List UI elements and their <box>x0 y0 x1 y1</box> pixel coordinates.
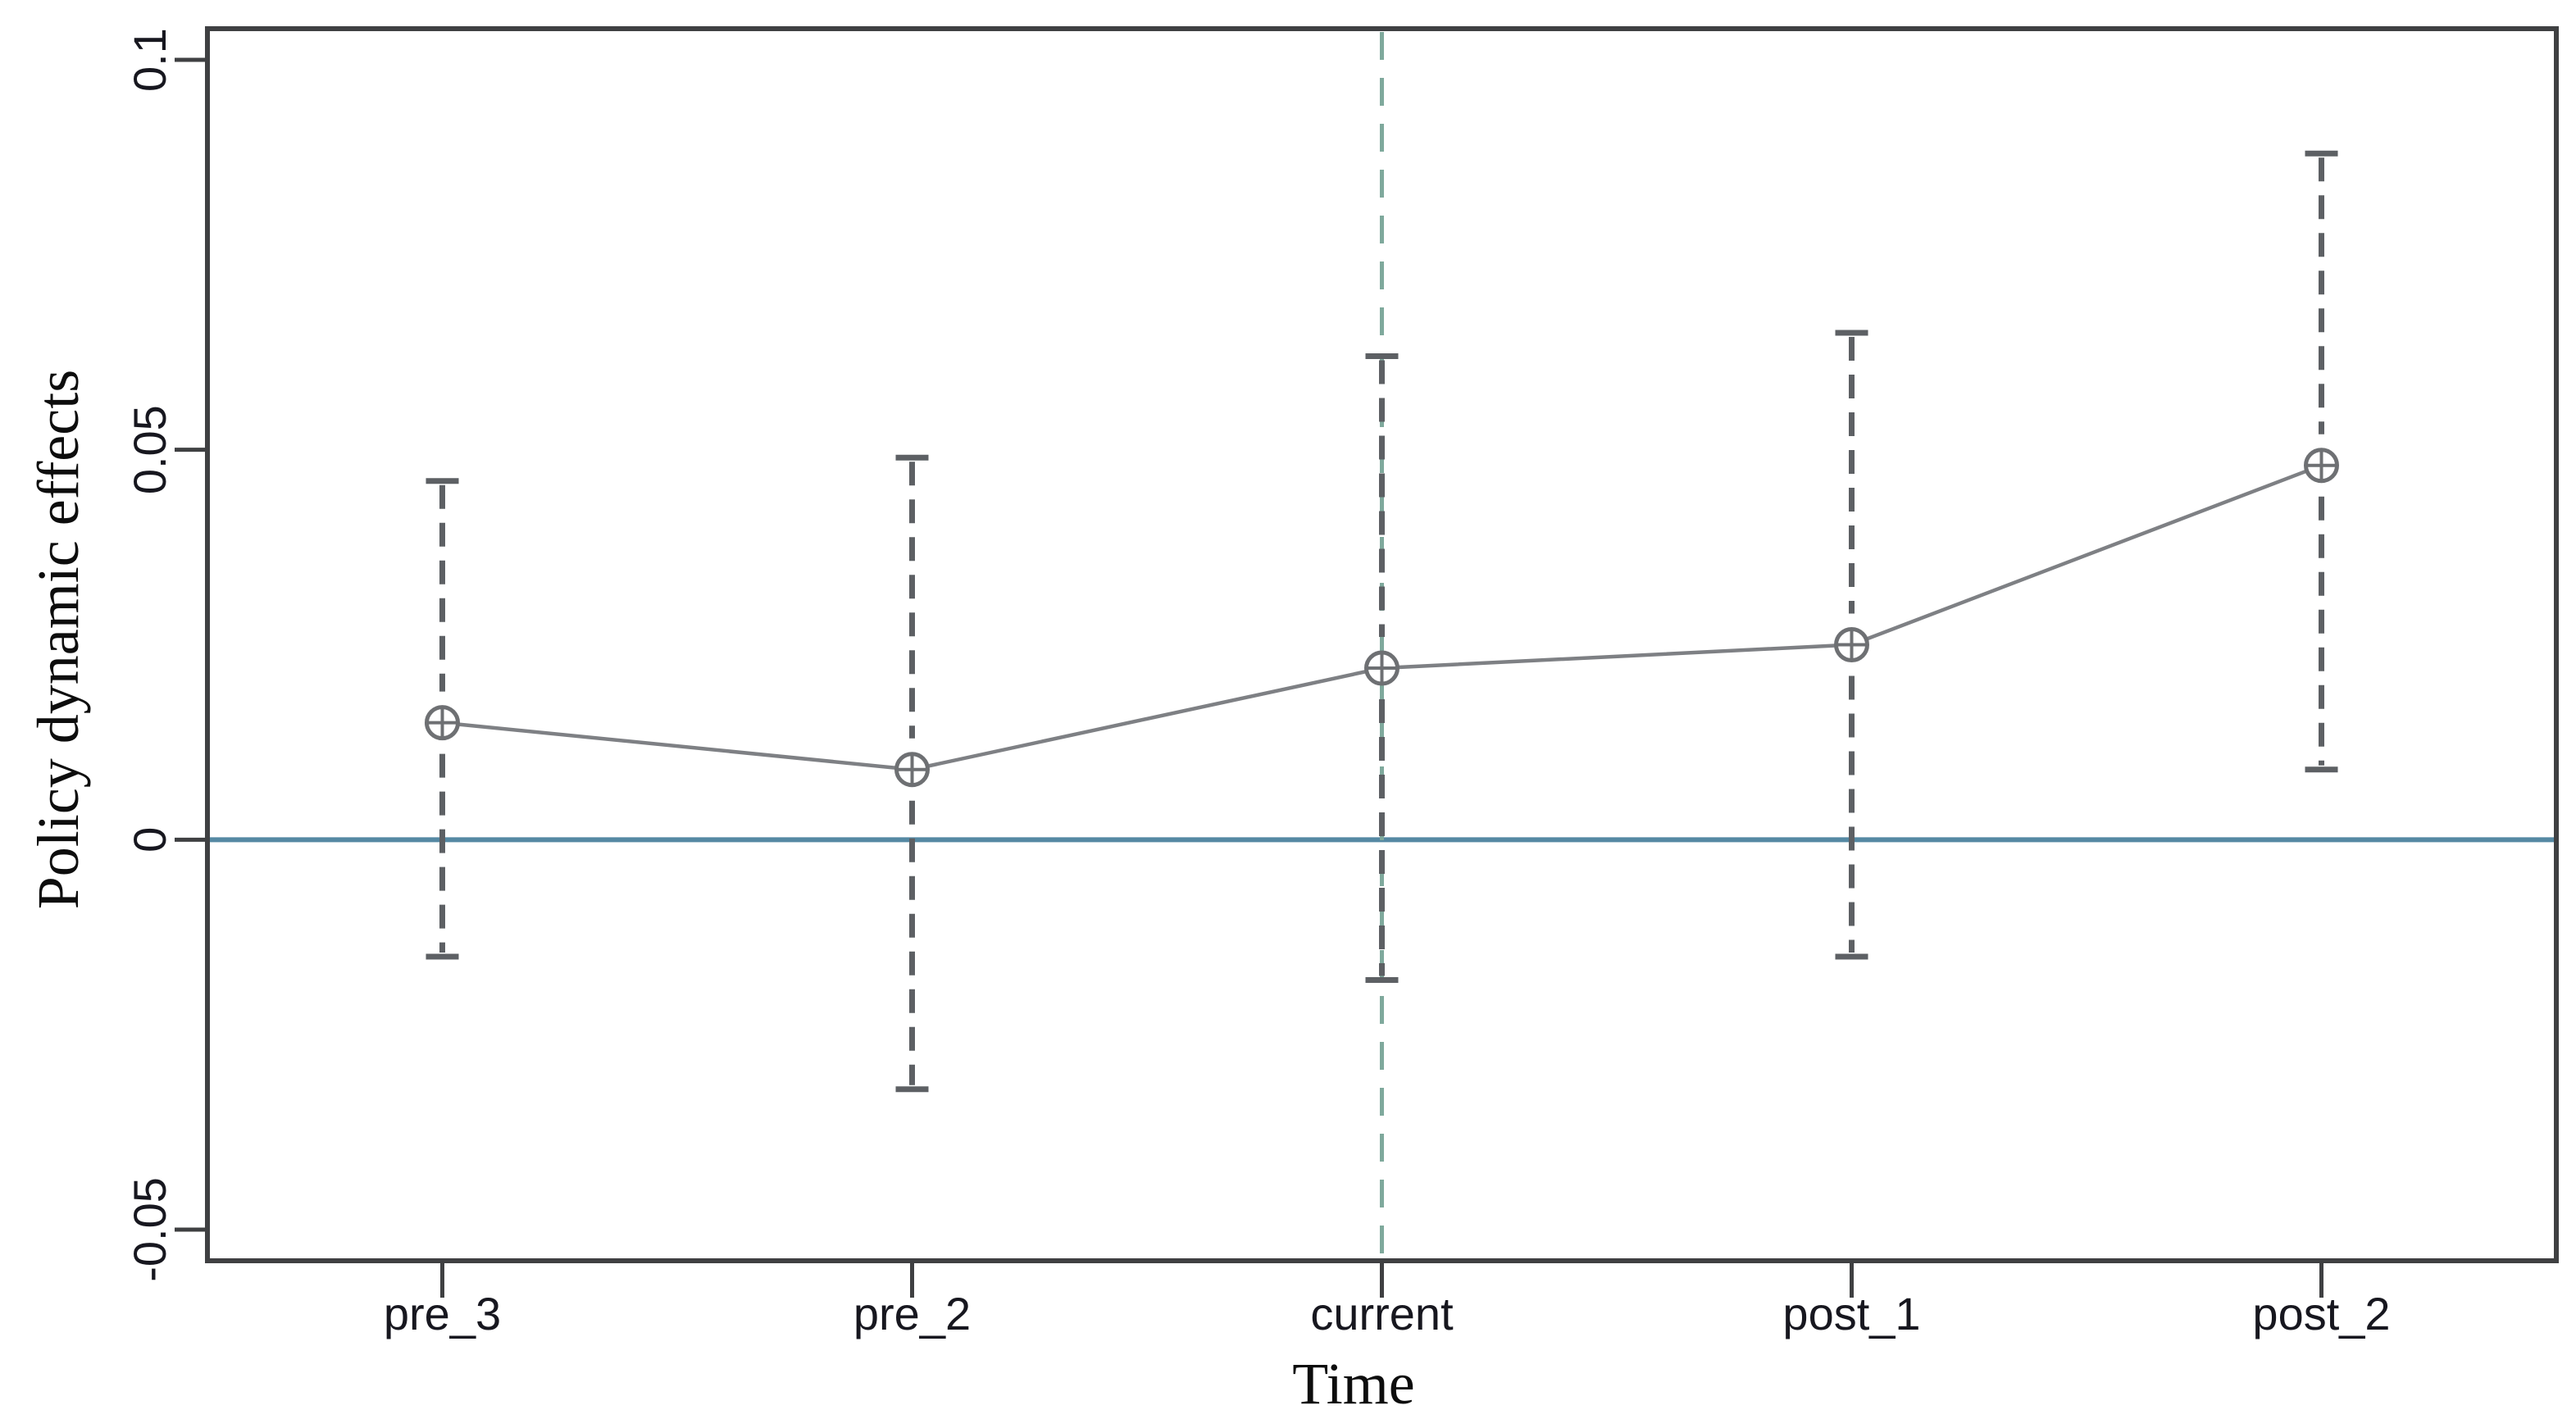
y-tick-label: 0.1 <box>124 28 175 92</box>
y-tick-label: 0.05 <box>124 405 175 494</box>
reference-lines-group <box>207 32 2556 1261</box>
marker-post_1 <box>1834 627 1869 662</box>
marker-pre_3 <box>425 705 460 741</box>
tick-labels-group: -0.05 0 0.05 0.1 pre_3 pre_2 current post_1 post… <box>124 28 2391 1339</box>
y-tick-label: -0.05 <box>124 1177 175 1282</box>
x-tick-label-post_2: post_2 <box>2252 1288 2390 1339</box>
y-tick-label: 0 <box>124 827 175 853</box>
error-bar-post_1 <box>1835 330 1868 960</box>
error-bar-post_2 <box>2305 150 2338 773</box>
error-bar-pre_2 <box>895 454 929 1093</box>
x-axis-title: Time <box>1292 1351 1414 1417</box>
marker-current <box>1364 650 1400 686</box>
axes-group <box>175 26 2559 1298</box>
x-tick-label-pre_3: pre_3 <box>384 1288 501 1339</box>
y-axis-title: Policy dynamic effects <box>25 370 91 909</box>
series-group <box>425 150 2339 1093</box>
x-tick-label-pre_2: pre_2 <box>853 1288 971 1339</box>
x-tick-label-post_1: post_1 <box>1782 1288 1920 1339</box>
error-bar-pre_3 <box>426 478 459 960</box>
error-bar-current <box>1365 353 1399 984</box>
marker-pre_2 <box>894 752 930 788</box>
marker-post_2 <box>2304 448 2339 484</box>
x-tick-label-current: current <box>1310 1288 1454 1339</box>
